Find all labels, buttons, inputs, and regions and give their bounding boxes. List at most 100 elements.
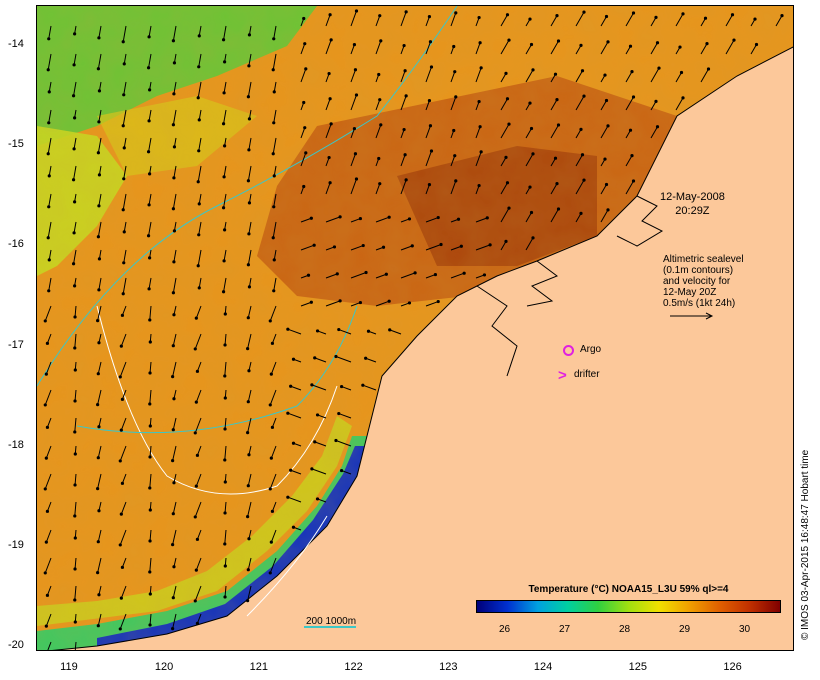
velocity-arrow-head xyxy=(73,567,77,571)
velocity-arrow-head xyxy=(361,383,365,387)
velocity-arrow xyxy=(350,218,361,223)
velocity-arrow-head xyxy=(754,42,759,47)
velocity-arrow xyxy=(525,128,532,139)
velocity-arrow-head xyxy=(482,273,487,277)
velocity-arrow-head xyxy=(221,122,226,126)
alti-line: 12-May 20Z xyxy=(663,287,717,298)
velocity-arrow xyxy=(48,277,52,291)
velocity-arrow xyxy=(290,469,302,475)
velocity-arrow xyxy=(314,441,327,447)
velocity-arrow xyxy=(550,40,559,55)
velocity-arrow-head xyxy=(120,313,125,317)
velocity-arrow-head xyxy=(479,150,483,154)
sealevel-contour-2 xyxy=(76,305,358,434)
velocity-arrow-head xyxy=(96,403,100,407)
velocity-arrow-head xyxy=(172,260,176,264)
velocity-arrow xyxy=(122,109,127,126)
velocity-arrow-head xyxy=(403,69,407,73)
velocity-arrow xyxy=(350,69,356,83)
velocity-arrow-head xyxy=(582,10,586,14)
velocity-arrow-head xyxy=(118,375,122,379)
velocity-arrow xyxy=(149,529,152,542)
velocity-arrow xyxy=(149,389,152,404)
velocity-arrow-head xyxy=(44,540,48,544)
velocity-arrow-head xyxy=(122,177,126,181)
velocity-arrow-head xyxy=(221,38,226,42)
velocity-arrow xyxy=(97,529,102,542)
velocity-arrow xyxy=(550,183,558,195)
velocity-arrow xyxy=(350,94,357,111)
velocity-arrow-head xyxy=(196,180,200,184)
velocity-arrow-head xyxy=(340,384,344,389)
velocity-arrow xyxy=(120,417,127,431)
velocity-arrow-head xyxy=(603,73,607,77)
velocity-arrow xyxy=(311,384,327,391)
date-line: 12-May-2008 xyxy=(660,191,725,203)
velocity-arrow-head xyxy=(315,497,320,501)
velocity-arrow xyxy=(675,97,684,111)
velocity-arrow xyxy=(98,277,102,290)
velocity-arrow xyxy=(625,180,634,195)
velocity-arrow-head xyxy=(378,98,382,102)
velocity-arrow-head xyxy=(272,37,276,41)
velocity-arrow-head xyxy=(118,627,122,631)
velocity-arrow-head xyxy=(352,127,357,131)
velocity-arrow xyxy=(314,357,327,363)
velocity-arrow xyxy=(44,557,52,574)
velocity-arrow xyxy=(300,301,312,307)
velocity-arrow xyxy=(270,361,277,375)
velocity-arrow xyxy=(375,216,390,223)
velocity-arrow-head xyxy=(121,208,125,212)
velocity-arrow-head xyxy=(338,215,342,219)
velocity-arrow xyxy=(74,389,77,402)
alti-line: and velocity for xyxy=(663,276,731,287)
velocity-arrow xyxy=(500,14,508,27)
velocity-arrow-head xyxy=(334,438,338,443)
velocity-arrow xyxy=(173,249,177,262)
velocity-arrow-head xyxy=(196,96,200,100)
velocity-arrow-head xyxy=(73,32,77,36)
velocity-arrow-head xyxy=(196,264,200,268)
velocity-arrow xyxy=(500,182,508,195)
velocity-arrow-head xyxy=(47,289,51,293)
velocity-arrow-head xyxy=(44,456,48,460)
velocity-arrow xyxy=(425,16,430,27)
velocity-arrow xyxy=(194,585,202,602)
velocity-arrow-head xyxy=(504,239,508,243)
altimetry-note: Altimetric sealevel (0.1m contours) and … xyxy=(663,254,744,309)
velocity-arrow-head xyxy=(172,229,177,233)
velocity-arrow-head xyxy=(171,375,175,379)
velocity-arrow-head xyxy=(291,441,296,445)
velocity-arrow-head xyxy=(43,571,47,575)
velocity-arrow-head xyxy=(172,565,176,569)
velocity-arrow-head xyxy=(97,173,102,177)
velocity-arrow-head xyxy=(195,621,200,625)
velocity-arrow xyxy=(425,301,439,307)
velocity-arrow xyxy=(223,193,227,208)
velocity-arrow-head xyxy=(703,16,708,20)
x-tick-label: 119 xyxy=(60,661,78,673)
credit-text: © IMOS 03-Apr-2015 16:48:47 Hobart time xyxy=(800,449,811,640)
velocity-arrow-head xyxy=(122,62,126,66)
velocity-arrow xyxy=(425,184,430,195)
velocity-arrow-head xyxy=(121,292,125,296)
velocity-arrow-head xyxy=(477,183,481,188)
velocity-arrow xyxy=(269,305,277,322)
coastline-islands xyxy=(476,195,664,377)
velocity-arrow-head xyxy=(223,564,227,568)
velocity-arrow-head xyxy=(268,487,272,491)
velocity-arrow xyxy=(247,305,252,318)
velocity-arrow xyxy=(450,155,456,167)
velocity-arrow-head xyxy=(193,347,197,351)
x-tick-label: 125 xyxy=(628,661,648,673)
velocity-arrow-head xyxy=(505,181,510,185)
velocity-arrow-head xyxy=(329,122,333,126)
velocity-arrow xyxy=(475,217,488,223)
velocity-arrow-head xyxy=(553,72,558,76)
velocity-arrow-head xyxy=(97,341,101,345)
velocity-arrow-head xyxy=(148,455,152,459)
velocity-arrow-head xyxy=(353,68,358,72)
velocity-arrow-head xyxy=(247,64,251,68)
velocity-arrow xyxy=(197,81,202,98)
velocity-arrow xyxy=(195,305,202,319)
